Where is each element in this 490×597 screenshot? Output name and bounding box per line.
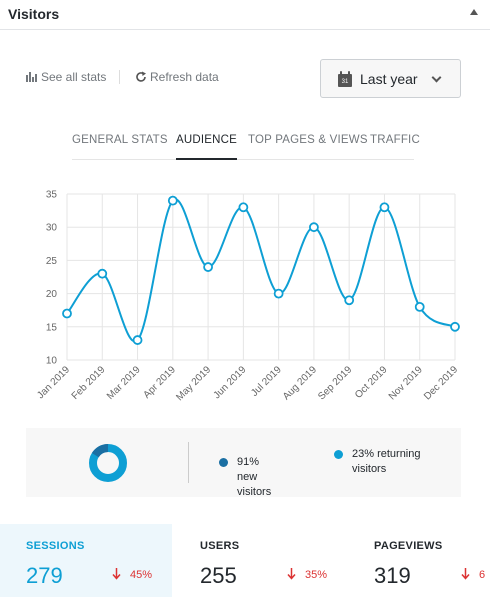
refresh-icon [136,71,146,82]
y-tick-label: 25 [46,256,58,267]
x-tick-label: Sep 2019 [316,364,354,402]
x-tick-label: May 2019 [174,364,213,403]
data-point [97,268,108,279]
stat-users-change: 35% [305,569,328,581]
stat-pageviews-value: 319 [374,563,411,588]
tab-audience[interactable]: AUDIENCE [176,134,238,160]
series-line [66,198,456,343]
panel-title: Visitors [8,6,60,22]
x-tick-label: Jan 2019 [35,364,72,401]
arrow-down-icon [287,568,296,580]
refresh-data-label: Refresh data [150,70,219,84]
x-tick-label: Oct 2019 [353,364,390,401]
data-point [379,202,390,213]
stat-sessions-value: 279 [26,563,63,588]
stats-tabs: GENERAL STATS AUDIENCE TOP PAGES & VIEWS… [72,134,420,160]
y-tick-label: 15 [46,322,58,333]
audience-summary-card: 91% new visitors 23% returning visitors [26,428,461,498]
stat-users-value: 255 [200,563,237,588]
stat-sessions[interactable]: SESSIONS 279 45% [0,524,172,597]
data-point [203,262,213,272]
x-tick-label: Feb 2019 [70,364,108,402]
x-tick-label: Jul 2019 [249,364,284,399]
x-tick-label: Jun 2019 [212,364,249,401]
summary-divider [188,442,189,483]
data-point [132,335,143,345]
stat-pageviews-change: 6 [479,569,486,581]
data-point [309,222,319,233]
tab-top-pages-views[interactable]: TOP PAGES & VIEWS [248,134,368,146]
data-point [344,295,355,306]
x-tick-label: Dec 2019 [422,364,460,402]
data-point [450,321,460,332]
data-point [167,195,178,206]
x-tick-label: Apr 2019 [141,364,178,401]
x-tick-label: Mar 2019 [105,364,143,402]
arrow-down-icon [461,568,470,580]
y-tick-label: 10 [46,356,58,367]
data-point [62,308,72,319]
stat-sessions-change: 45% [130,569,153,581]
legend-new-dot [219,458,228,467]
stat-pageviews-label: PAGEVIEWS [374,540,443,552]
visitors-donut-chart [89,444,127,482]
data-point [273,288,284,299]
data-point [238,202,249,213]
date-range-value: Last year [360,70,418,87]
legend-returning-dot [334,450,343,459]
stat-sessions-label: SESSIONS [26,540,85,552]
see-all-stats-label: See all stats [41,70,107,84]
collapse-toggle-icon[interactable] [470,9,478,15]
toolbar-divider [119,70,120,84]
donut-returning-segment [89,444,127,482]
legend-returning-label: 23% returning visitors [352,448,421,475]
stat-users[interactable]: USERS 255 35% [174,524,346,597]
refresh-data-link[interactable]: Refresh data [135,70,219,84]
y-tick-label: 35 [46,190,58,201]
calendar-day: 31 [341,78,349,85]
donut-new-segment [91,444,109,458]
chevron-down-icon [431,72,442,83]
x-tick-label: Aug 2019 [281,364,319,402]
tab-general-stats[interactable]: GENERAL STATS [72,134,168,146]
arrow-down-icon [112,568,121,580]
y-tick-label: 30 [46,223,58,234]
calendar-icon: 31 [337,70,353,87]
tab-traffic[interactable]: TRAFFIC [370,134,420,146]
x-tick-label: Nov 2019 [387,364,425,402]
data-point [414,301,425,312]
panel-header: Visitors [0,0,490,30]
see-all-stats-link[interactable]: See all stats [26,70,106,84]
bar-chart-icon [26,72,37,82]
stat-users-label: USERS [200,540,240,552]
stat-pageviews[interactable]: PAGEVIEWS 319 6 [348,524,490,597]
date-range-select[interactable]: 31 Last year [320,59,461,98]
legend-new-label: 91% new visitors [237,456,272,498]
y-tick-label: 20 [46,289,58,300]
